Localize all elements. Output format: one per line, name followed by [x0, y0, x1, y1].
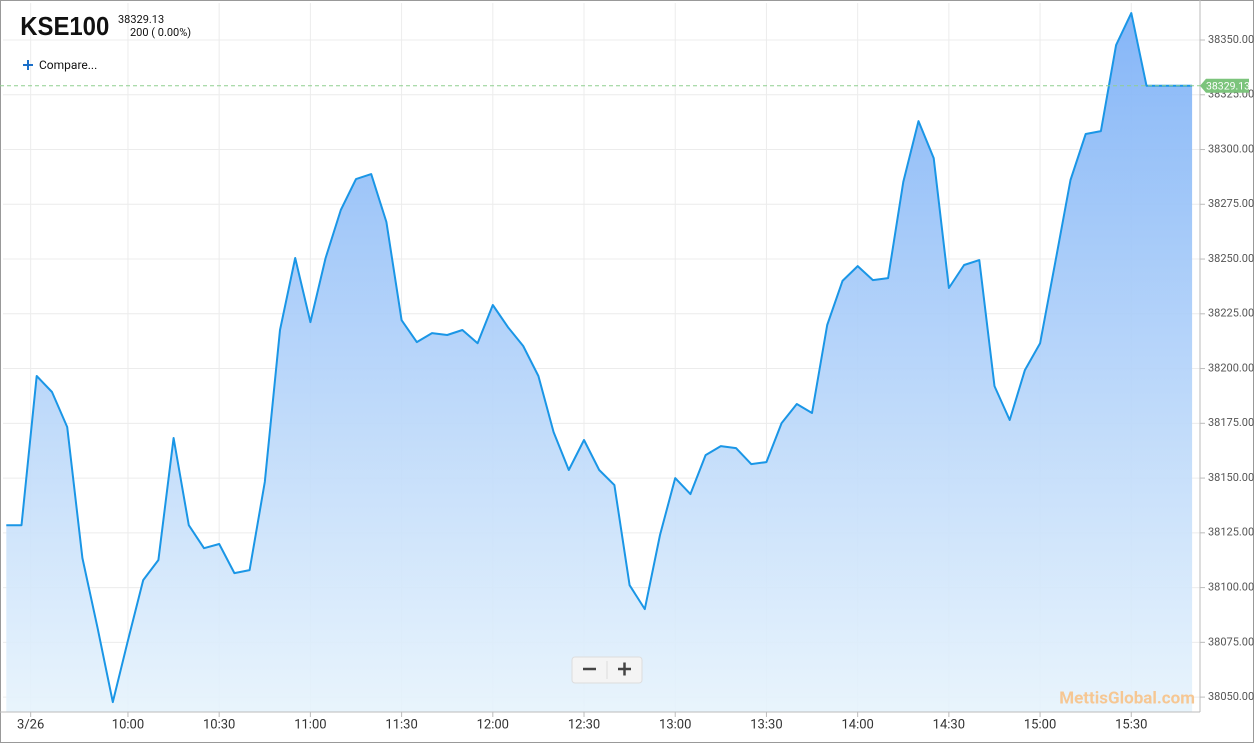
header-price: 38329.13 — [118, 13, 164, 26]
compare-label[interactable]: Compare... — [39, 58, 97, 72]
last-price-label: 38329.13 — [1206, 80, 1250, 93]
y-tick-label: 38075.00 — [1208, 635, 1254, 648]
y-tick-label: 38175.00 — [1208, 416, 1254, 429]
compare-button[interactable]: Compare... — [23, 58, 97, 72]
header-change: 200 ( 0.00%) — [130, 26, 191, 39]
y-tick-label: 38250.00 — [1208, 252, 1254, 265]
y-tick-label: 38225.00 — [1208, 307, 1254, 320]
y-tick-label: 38200.00 — [1208, 361, 1254, 374]
y-tick-label: 38350.00 — [1208, 33, 1254, 46]
zoom-in[interactable] — [618, 662, 631, 676]
x-tick-label: 13:00 — [659, 717, 691, 732]
price-line — [6, 12, 1193, 704]
x-tick-label: 12:30 — [568, 717, 600, 732]
x-tick-label: 10:00 — [112, 717, 144, 732]
x-tick-label: 15:00 — [1024, 717, 1056, 732]
plus-icon — [23, 60, 33, 70]
symbol-title: KSE100 — [20, 12, 109, 41]
watermark: MettisGlobal.com — [1059, 688, 1195, 708]
x-tick-label: 13:30 — [750, 717, 782, 732]
y-tick-label: 38150.00 — [1208, 471, 1254, 484]
last-price-tag — [1200, 78, 1249, 93]
x-tick-label: 15:30 — [1115, 717, 1147, 732]
x-tick-label: 11:30 — [385, 717, 417, 732]
y-tick-label: 38300.00 — [1208, 142, 1254, 155]
y-tick-label: 38050.00 — [1208, 690, 1254, 703]
x-tick-label: 14:00 — [841, 717, 873, 732]
y-tick-label: 38275.00 — [1208, 197, 1254, 210]
x-tick-label: 12:00 — [477, 717, 509, 732]
x-tick-label: 14:30 — [933, 717, 965, 732]
x-tick-label: 3/26 — [17, 717, 44, 732]
y-tick-label: 38125.00 — [1208, 526, 1254, 539]
x-tick-label: 10:30 — [203, 717, 235, 732]
area-fill — [6, 13, 1193, 713]
x-tick-label: 11:00 — [294, 717, 326, 732]
zoom-controls — [571, 656, 643, 684]
y-tick-label: 38100.00 — [1208, 580, 1254, 593]
